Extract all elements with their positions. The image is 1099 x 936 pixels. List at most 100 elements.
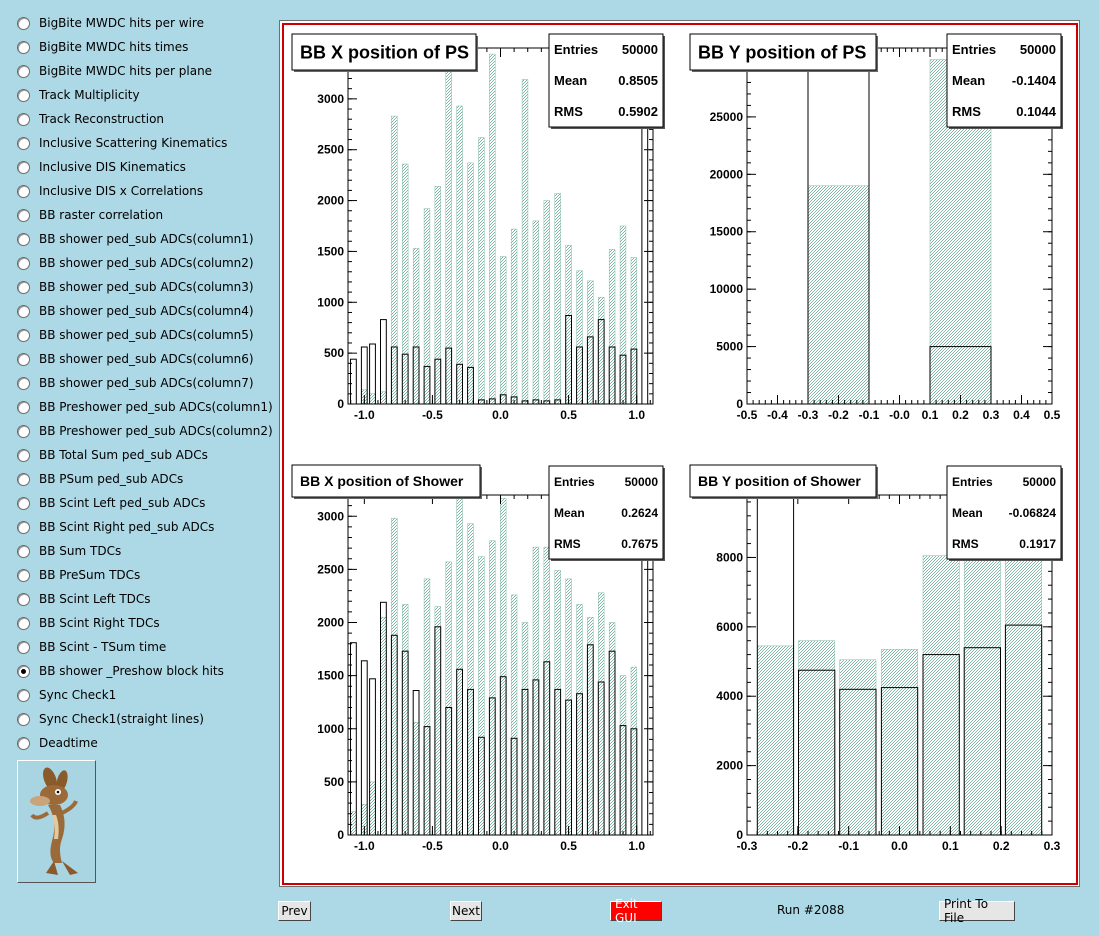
radio-button[interactable] [17, 136, 30, 150]
y-tick-label: 10000 [710, 282, 744, 296]
radio-button[interactable] [17, 568, 30, 582]
radio-button[interactable] [17, 496, 30, 510]
canvas-option-label: BB Preshower ped_sub ADCs(column1) [39, 400, 273, 414]
radio-button[interactable] [17, 352, 30, 366]
hatched-bar [839, 659, 877, 835]
radio-button[interactable] [17, 448, 30, 462]
radio-button[interactable] [17, 688, 30, 702]
radio-button[interactable] [17, 424, 30, 438]
radio-button[interactable] [17, 112, 30, 126]
radio-button-selected[interactable] [17, 664, 30, 678]
canvas-option-row[interactable]: BB Preshower ped_sub ADCs(column2) [17, 419, 273, 443]
exit-gui-button[interactable]: Exit GUI [610, 897, 662, 925]
radio-button[interactable] [17, 88, 30, 102]
next-button[interactable]: Next [450, 901, 482, 921]
radio-button[interactable] [17, 400, 30, 414]
radio-button[interactable] [17, 592, 30, 606]
canvas-option-row[interactable]: Track Multiplicity [17, 83, 140, 107]
outline-bar [412, 346, 420, 404]
canvas-option-row[interactable]: BB shower ped_sub ADCs(column3) [17, 275, 254, 299]
canvas-option-row[interactable]: BB shower ped_sub ADCs(column4) [17, 299, 254, 323]
print-to-file-button[interactable]: Print To File [939, 897, 1015, 925]
canvas-option-row[interactable]: BB shower ped_sub ADCs(column2) [17, 251, 254, 275]
radio-button[interactable] [17, 160, 30, 174]
outline-bar [434, 358, 442, 404]
stats-label: RMS [554, 537, 581, 551]
canvas-option-row[interactable]: Inclusive DIS x Correlations [17, 179, 203, 203]
canvas-option-label: BB Scint Right TDCs [39, 616, 160, 630]
canvas-option-row[interactable]: BB Total Sum ped_sub ADCs [17, 443, 208, 467]
canvas-option-row[interactable]: BB shower ped_sub ADCs(column7) [17, 371, 254, 395]
stats-label: Entries [952, 42, 996, 57]
canvas-option-row[interactable]: Inclusive Scattering Kinematics [17, 131, 227, 155]
canvas-option-row[interactable]: BB shower ped_sub ADCs(column6) [17, 347, 254, 371]
radio-button[interactable] [17, 232, 30, 246]
canvas-option-row[interactable]: Inclusive DIS Kinematics [17, 155, 186, 179]
hatched-bar [380, 616, 387, 835]
x-tick-label: 1.0 [628, 839, 645, 853]
canvas-option-label: BB PSum ped_sub ADCs [39, 472, 184, 486]
radio-button[interactable] [17, 304, 30, 318]
radio-button[interactable] [17, 712, 30, 726]
histogram-canvas: 0 500 1000 1500 2000 2500 3000 -1.0 -0.5 0.0 0.5 1.… [291, 33, 1063, 853]
radio-button[interactable] [17, 16, 30, 30]
canvas-option-row[interactable]: BB shower _Preshow block hits [17, 659, 224, 683]
radio-button[interactable] [17, 616, 30, 630]
canvas-option-row[interactable]: BigBite MWDC hits per wire [17, 11, 204, 35]
outline-bar [641, 495, 649, 835]
canvas-option-row[interactable]: BB shower ped_sub ADCs(column1) [17, 227, 254, 251]
radio-button[interactable] [17, 40, 30, 54]
outline-bar [532, 399, 540, 404]
histogram-title: BB Y position of PS [698, 42, 866, 62]
canvas-option-row[interactable]: BigBite MWDC hits times [17, 35, 188, 59]
x-tick-label: -0.0 [889, 408, 910, 422]
radio-button[interactable] [17, 328, 30, 342]
canvas-option-row[interactable]: Track Reconstruction [17, 107, 164, 131]
canvas-option-row[interactable]: Sync Check1(straight lines) [17, 707, 204, 731]
hatched-bar [963, 553, 1001, 835]
radio-button[interactable] [17, 256, 30, 270]
canvas-option-row[interactable]: BB raster correlation [17, 203, 163, 227]
canvas-option-row[interactable]: BB Preshower ped_sub ADCs(column1) [17, 395, 273, 419]
y-tick-label: 3000 [317, 92, 344, 106]
outline-bar [576, 693, 583, 835]
canvas-option-row[interactable]: BigBite MWDC hits per plane [17, 59, 212, 83]
y-tick-label: 500 [324, 775, 344, 789]
canvas-option-row[interactable]: Sync Check1 [17, 683, 116, 707]
canvas-option-label: Deadtime [39, 736, 98, 750]
outline-bar [401, 650, 409, 835]
hatched-bar [521, 622, 529, 835]
radio-button[interactable] [17, 64, 30, 78]
canvas-option-label: Inclusive DIS x Correlations [39, 184, 204, 198]
canvas-option-label: Sync Check1 [39, 688, 117, 702]
radio-button[interactable] [17, 472, 30, 486]
hatched-bar [402, 604, 409, 835]
canvas-option-row[interactable]: BB Scint - TSum time [17, 635, 166, 659]
radio-button[interactable] [17, 184, 30, 198]
hatched-bar [489, 53, 496, 404]
radio-button[interactable] [17, 640, 30, 654]
histogram-title: BB X position of PS [300, 42, 469, 62]
radio-button[interactable] [17, 208, 30, 222]
canvas-option-row[interactable]: BB PreSum TDCs [17, 563, 140, 587]
prev-button[interactable]: Prev [278, 901, 311, 921]
y-tick-label: 1000 [317, 295, 344, 309]
canvas-option-row[interactable]: BB Scint Left ped_sub ADCs [17, 491, 205, 515]
radio-button[interactable] [17, 280, 30, 294]
hatched-bar [532, 546, 540, 835]
radio-button[interactable] [17, 376, 30, 390]
canvas-option-row[interactable]: BB Scint Left TDCs [17, 587, 151, 611]
canvas-option-row[interactable]: BB Scint Right TDCs [17, 611, 160, 635]
canvas-option-row[interactable]: BB Sum TDCs [17, 539, 121, 563]
canvas-option-row[interactable]: BB PSum ped_sub ADCs [17, 467, 183, 491]
canvas-option-row[interactable]: BB shower ped_sub ADCs(column5) [17, 323, 254, 347]
radio-button[interactable] [17, 544, 30, 558]
radio-button[interactable] [17, 520, 30, 534]
stats-value: 0.1917 [1019, 537, 1056, 551]
radio-button[interactable] [17, 736, 30, 750]
canvas-option-label: Track Reconstruction [39, 112, 165, 126]
canvas-option-row[interactable]: Deadtime [17, 731, 98, 755]
outline-bar [608, 650, 616, 835]
outline-bar [488, 697, 496, 835]
canvas-option-row[interactable]: BB Scint Right ped_sub ADCs [17, 515, 214, 539]
